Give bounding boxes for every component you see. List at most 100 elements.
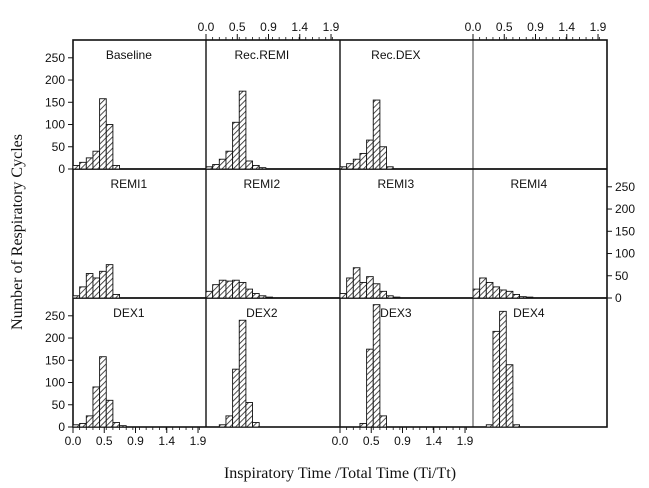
histogram-bar	[339, 293, 348, 299]
y-tick-label: 100	[45, 118, 65, 132]
histogram-bar	[379, 415, 387, 428]
y-axis-label: Number of Respiratory Cycles	[9, 134, 26, 330]
histogram-bar	[372, 99, 381, 170]
histogram-bar	[392, 296, 401, 299]
histogram-bar	[205, 166, 214, 170]
histogram-bar	[252, 422, 260, 428]
histogram-bar	[112, 422, 121, 428]
x-tick-label: 0.5	[496, 20, 513, 34]
x-tick-label: 0.0	[332, 434, 349, 448]
histogram-bar	[105, 124, 114, 170]
histogram-bar	[225, 150, 234, 170]
histogram-bar	[258, 295, 267, 299]
y-tick-label: 250	[45, 51, 65, 65]
histogram-bar	[225, 280, 234, 299]
y-tick-label: 150	[615, 224, 635, 238]
histogram-bar	[112, 293, 121, 299]
histogram-bar	[339, 166, 348, 170]
histogram-bar	[499, 289, 507, 299]
panel-remi1	[72, 264, 121, 299]
histogram-bar	[366, 276, 374, 299]
histogram-bar	[252, 293, 260, 299]
histogram-bar	[359, 422, 368, 428]
y-tick-label: 0	[58, 420, 65, 434]
histogram-bar	[218, 424, 227, 428]
histogram-bar	[499, 310, 507, 428]
y-tick-label: 50	[52, 140, 66, 154]
histogram-bar	[372, 304, 381, 428]
y-tick-label: 250	[615, 180, 635, 194]
panel-dex3	[359, 304, 387, 428]
y-tick-label: 200	[45, 331, 65, 345]
panel-title: DEX3	[380, 306, 412, 320]
panel-title: DEX4	[513, 306, 545, 320]
histogram-bar	[245, 160, 253, 170]
panel-grid	[72, 39, 608, 428]
panel-rec-remi	[205, 90, 267, 170]
panel-remi3	[339, 267, 401, 299]
histogram-bar	[512, 424, 521, 428]
panel-title: Rec.DEX	[371, 48, 420, 62]
histogram-bar	[352, 158, 361, 170]
histogram-bar	[359, 152, 368, 170]
x-tick-label: 0.9	[260, 20, 277, 34]
y-tick-label: 100	[45, 376, 65, 390]
x-tick-label: 0.0	[465, 20, 482, 34]
histogram-bar	[112, 164, 121, 170]
histogram-bar	[79, 422, 87, 428]
histogram-bar	[519, 296, 527, 299]
histogram-bar	[346, 277, 354, 299]
panel-title: REMI4	[511, 177, 548, 191]
panel-title: Baseline	[106, 48, 152, 62]
axes: 0 50 100 150 200 250 0 50 100 150 200 250 0 50 100 150 2…	[45, 20, 635, 448]
histogram-bar	[366, 139, 374, 170]
histogram-bar	[492, 286, 501, 299]
y-tick-label: 0	[615, 291, 622, 305]
x-tick-label: 0.5	[229, 20, 246, 34]
y-tick-label: 50	[52, 398, 66, 412]
panel-dex1	[72, 356, 127, 428]
panel-remi4	[472, 277, 534, 299]
histogram-bar	[505, 364, 514, 428]
x-tick-label: 0.0	[65, 434, 82, 448]
histogram-bar	[92, 277, 101, 299]
panel-remi2	[205, 279, 273, 299]
histogram-bar	[212, 164, 220, 170]
y-tick-label: 0	[58, 162, 65, 176]
histogram-bar	[92, 150, 101, 170]
x-axis-label: Inspiratory Time /Total Time (Ti/Tt)	[224, 465, 456, 482]
histogram-bar	[72, 424, 81, 428]
histogram-bar	[85, 273, 94, 299]
x-tick-label: 1.9	[457, 434, 474, 448]
x-tick-label: 1.4	[558, 20, 575, 34]
histogram-bar	[232, 279, 240, 299]
histogram-bar	[225, 415, 234, 428]
histogram-bar	[105, 264, 114, 299]
panel-dex4	[485, 310, 521, 428]
histogram-bar	[79, 161, 87, 170]
histogram-bar	[218, 279, 227, 299]
histogram-bar	[479, 277, 487, 299]
histogram-bar	[205, 290, 214, 299]
histogram-bar	[238, 281, 247, 299]
x-tick-label: 0.9	[527, 20, 544, 34]
histogram-bar	[386, 166, 394, 170]
histogram-bar	[265, 296, 273, 299]
x-tick-label: 1.4	[158, 434, 175, 448]
panel-rec-dex	[339, 99, 394, 170]
histogram-bar	[212, 284, 220, 299]
panel-labels: Baseline Rec.REMI Rec.DEX REMI1 REMI2 REMI3 RE…	[106, 48, 548, 320]
histogram-bar	[99, 98, 107, 170]
y-tick-label: 50	[615, 269, 629, 283]
histogram-bar	[245, 402, 253, 428]
histogram-bar	[485, 424, 494, 428]
y-tick-label: 200	[615, 202, 635, 216]
panel-title: REMI1	[111, 177, 148, 191]
panel-title: REMI2	[244, 177, 281, 191]
histogram-bar	[366, 348, 374, 428]
histogram-bar	[238, 90, 247, 170]
histogram-bar	[258, 167, 267, 170]
y-tick-label: 150	[45, 95, 65, 109]
histogram-bar	[85, 415, 94, 428]
x-tick-label: 1.9	[590, 20, 607, 34]
